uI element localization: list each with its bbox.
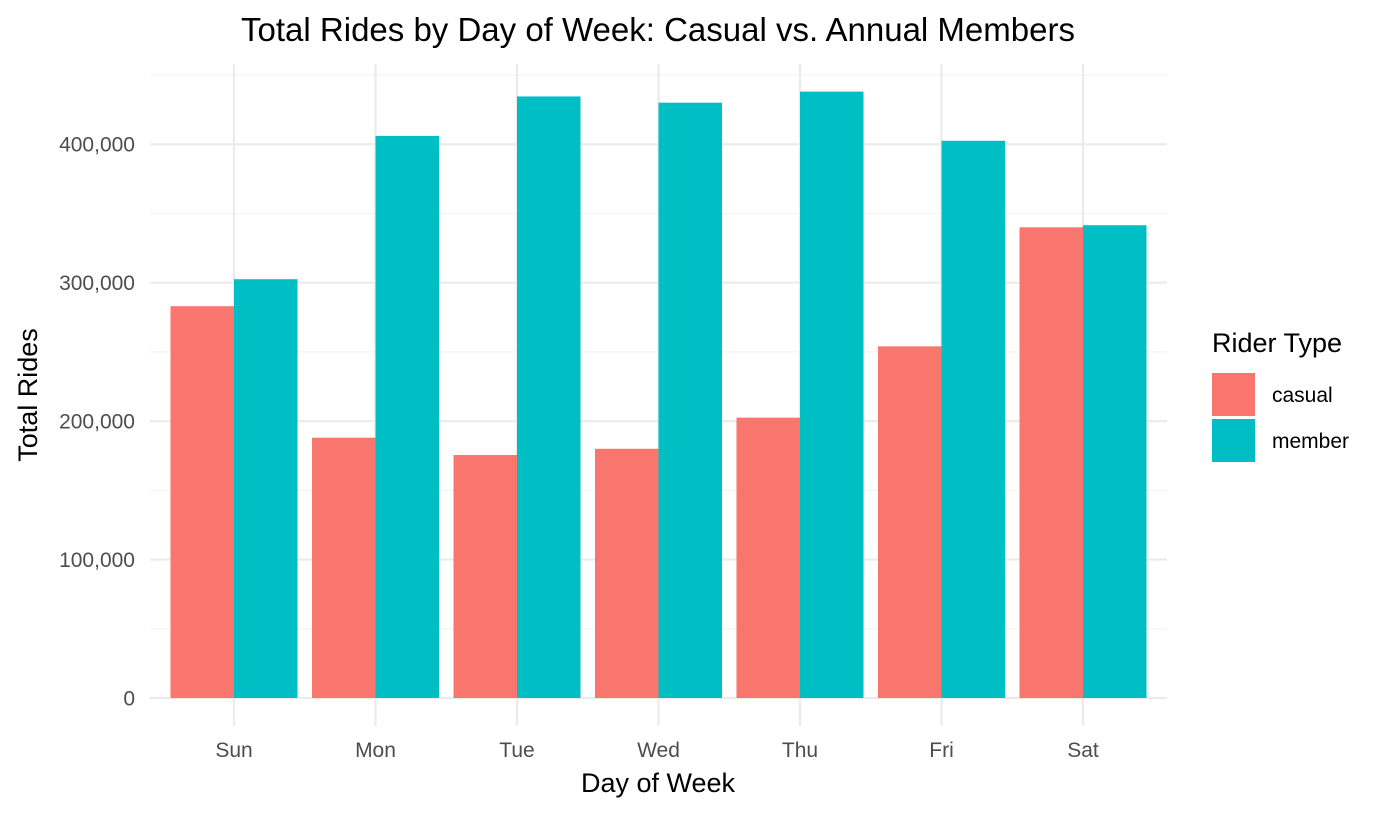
bar-casual-fri — [878, 346, 942, 698]
x-tick-label: Fri — [929, 739, 954, 762]
y-axis-title: Total Rides — [13, 328, 43, 462]
bar-casual-sun — [170, 306, 234, 698]
y-tick-label: 0 — [123, 688, 135, 711]
legend-title: Rider Type — [1212, 328, 1342, 358]
legend-items: casual member — [1212, 373, 1349, 462]
y-tick-label: 100,000 — [59, 549, 135, 572]
bars — [170, 91, 1147, 699]
y-tick-label: 300,000 — [59, 272, 135, 295]
bar-member-fri — [941, 140, 1005, 698]
legend-label-member: member — [1272, 430, 1349, 453]
x-axis-ticks: Sun Mon Tue Wed Thu Fri Sat — [215, 739, 1099, 762]
y-axis-ticks: 0 100,000 200,000 300,000 400,000 — [59, 134, 135, 711]
x-axis-title: Day of Week — [581, 768, 736, 798]
bar-casual-sat — [1019, 227, 1083, 699]
x-tick-label: Sun — [215, 739, 252, 762]
bar-casual-thu — [736, 417, 800, 698]
x-tick-label: Mon — [355, 739, 396, 762]
bar-member-wed — [658, 102, 722, 698]
bar-member-mon — [375, 135, 439, 699]
bar-member-thu — [800, 91, 864, 698]
bar-member-sun — [234, 279, 298, 698]
y-tick-label: 200,000 — [59, 411, 135, 434]
x-tick-label: Wed — [637, 739, 680, 762]
bar-member-tue — [517, 96, 581, 699]
x-tick-label: Sat — [1067, 739, 1099, 762]
legend-label-casual: casual — [1272, 384, 1333, 407]
bar-casual-tue — [453, 455, 517, 698]
legend: Rider Type casual member — [1212, 328, 1349, 462]
legend-key-casual — [1212, 373, 1255, 416]
x-tick-label: Thu — [782, 739, 818, 762]
bar-member-sat — [1083, 225, 1147, 698]
bar-casual-mon — [312, 437, 376, 698]
bar-casual-wed — [595, 448, 659, 698]
chart-title: Total Rides by Day of Week: Casual vs. A… — [241, 11, 1075, 48]
x-tick-label: Tue — [499, 739, 534, 762]
y-tick-label: 400,000 — [59, 134, 135, 157]
legend-key-member — [1212, 419, 1255, 462]
